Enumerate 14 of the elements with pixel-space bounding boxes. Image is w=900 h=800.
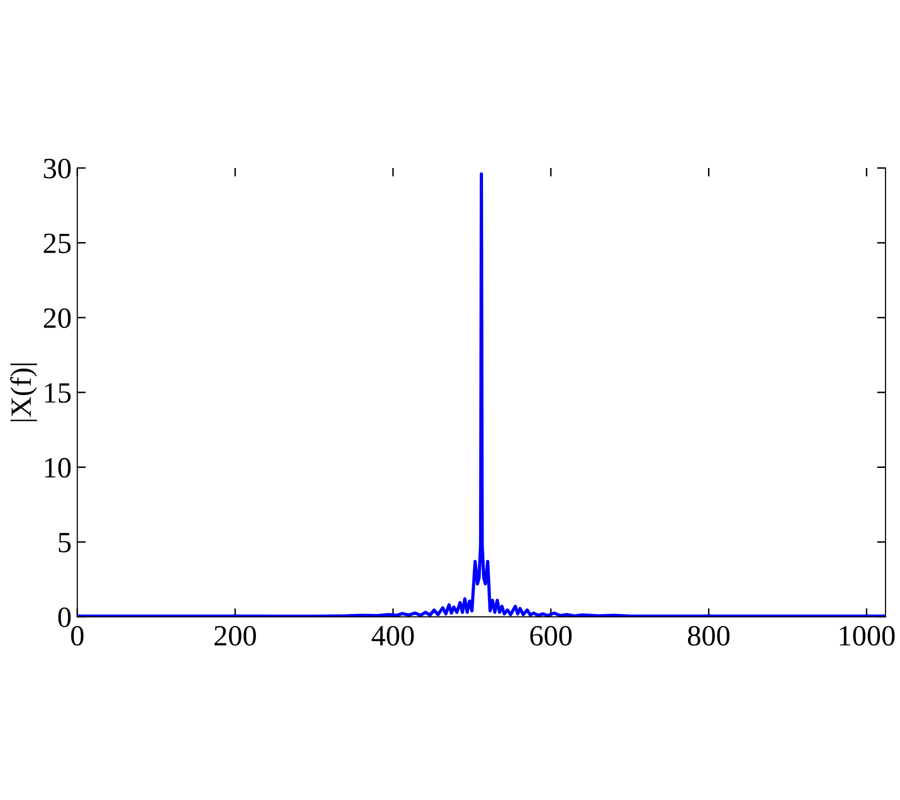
y-tick-label: 0 <box>58 608 71 628</box>
y-tick-label: 10 <box>45 458 71 478</box>
x-tick-label: 1000 <box>840 626 895 646</box>
y-tick-label: 20 <box>44 308 71 328</box>
x-tick-label: 200 <box>214 626 256 646</box>
y-tick-label: 25 <box>44 234 71 254</box>
x-tick-label: 400 <box>372 626 414 646</box>
y-tick-label: 15 <box>45 383 71 403</box>
y-tick-label: 5 <box>58 533 71 552</box>
y-tick-label: 30 <box>44 158 71 178</box>
y-axis-title: |X(f)| <box>10 364 38 422</box>
x-tick-label: 800 <box>688 626 730 646</box>
x-tick-label: 600 <box>530 626 572 646</box>
x-tick-label: 0 <box>71 626 84 646</box>
